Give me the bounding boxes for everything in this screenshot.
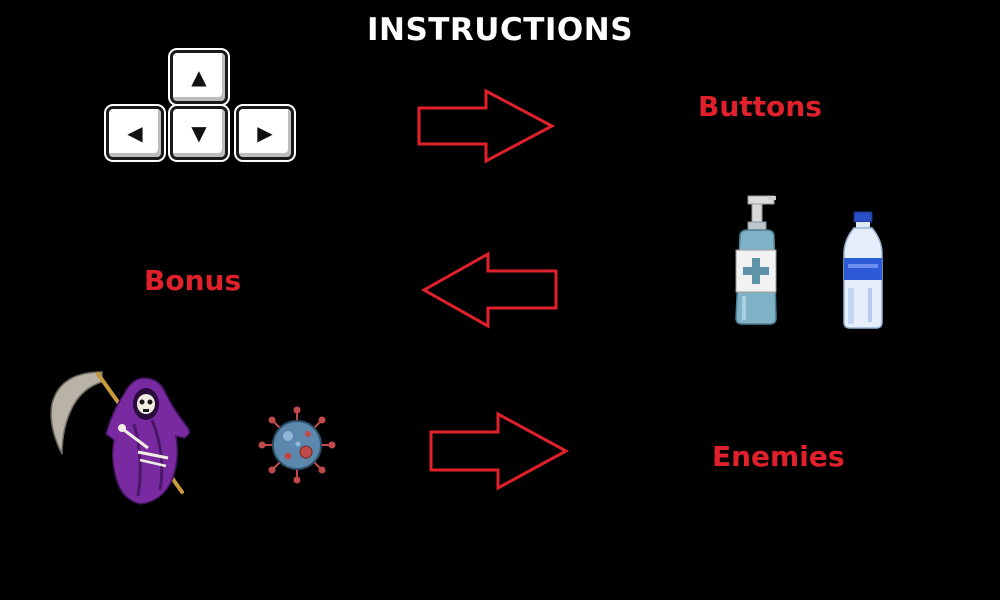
key-right-button[interactable]: ▶ xyxy=(236,106,294,160)
key-left-button[interactable]: ◀ xyxy=(106,106,164,160)
water-bottle-icon xyxy=(843,211,883,329)
buttons-label: Buttons xyxy=(698,90,822,123)
virus-icon xyxy=(258,406,336,484)
key-down-button[interactable]: ▼ xyxy=(170,106,228,160)
grim-reaper-icon xyxy=(50,371,191,505)
key-up-button[interactable]: ▲ xyxy=(170,50,228,104)
enemies-label: Enemies xyxy=(712,440,845,473)
page-title: INSTRUCTIONS xyxy=(366,12,634,48)
arrow-left-outline-icon xyxy=(420,251,558,329)
arrow-keys-icon: ▲ ◀ ▼ ▶ xyxy=(100,46,306,170)
arrow-right-outline-icon xyxy=(429,411,570,491)
sanitizer-bottle-icon xyxy=(735,195,777,325)
bonus-label: Bonus xyxy=(144,264,242,297)
arrow-right-outline-icon xyxy=(417,88,556,164)
